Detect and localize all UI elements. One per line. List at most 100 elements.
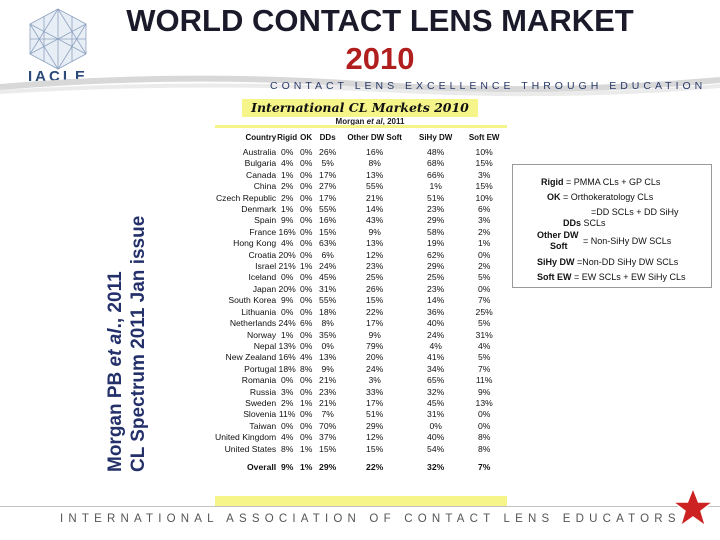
- legend-dds: DDs SCLs: [563, 218, 606, 228]
- cell-dds: 18%: [319, 306, 337, 317]
- cell-soft-ew: 4%: [477, 340, 491, 351]
- side-citation: Morgan PB et al., 2011 CL Spectrum 2011 …: [104, 102, 150, 472]
- legend-softew-term: Soft EW: [537, 272, 572, 282]
- cell-country: Spain: [254, 215, 277, 226]
- cell-ok: 0%: [299, 420, 313, 431]
- cell-soft-ew: 8%: [477, 443, 491, 454]
- cell-country: Iceland: [248, 272, 277, 283]
- legend-other-term2: Soft: [550, 241, 568, 251]
- side-citation-prefix: Morgan PB: [105, 366, 126, 472]
- cell-rigid: 11%: [278, 409, 296, 420]
- table-row: Canada 1% 0% 17% 13% 66% 3%: [215, 170, 505, 181]
- cell-country: Czech Republic: [215, 192, 277, 203]
- title-line1: WORLD CONTACT LENS MARKET: [126, 3, 634, 38]
- legend-sihy: SiHy DW =Non-DD SiHy DW SCLs: [537, 257, 678, 267]
- cell-other-dw-soft: 15%: [366, 443, 384, 454]
- table-row: Slovenia 11% 0% 7% 51% 31% 0%: [215, 409, 505, 420]
- cell-country: Russia: [249, 386, 277, 397]
- col-header-rigid: Rigid: [277, 133, 298, 142]
- cell-ok: 1%: [299, 443, 313, 454]
- cell-rigid: 0%: [280, 420, 294, 431]
- cell-soft-ew: 6%: [477, 204, 491, 215]
- cite-italic: et al: [366, 117, 383, 126]
- cell-soft-ew: 25%: [475, 306, 493, 317]
- cell-rigid: 2%: [280, 181, 294, 192]
- overall-other-dw-soft: 22%: [366, 461, 384, 472]
- cell-other-dw-soft: 20%: [366, 352, 384, 363]
- table-row: South Korea 9% 0% 55% 15% 14% 7%: [215, 295, 505, 306]
- table-row: Denmark 1% 0% 55% 14% 23% 6%: [215, 204, 505, 215]
- overall-dds: 29%: [319, 461, 337, 472]
- cell-ok: 1%: [299, 261, 313, 272]
- cell-dds: 8%: [321, 318, 334, 329]
- legend-dds-tail: SCLs: [581, 218, 606, 228]
- cell-rigid: 20%: [278, 283, 296, 294]
- cell-soft-ew: 2%: [477, 226, 491, 237]
- cell-other-dw-soft: 55%: [366, 181, 384, 192]
- cell-ok: 0%: [299, 238, 313, 249]
- cell-dds: 16%: [319, 215, 337, 226]
- cell-other-dw-soft: 21%: [366, 192, 384, 203]
- legend-box: Rigid = PMMA CLs + GP CLs OK = Orthokera…: [512, 164, 712, 288]
- cite-prefix: Morgan: [335, 117, 367, 126]
- cell-country: Portugal: [244, 363, 277, 374]
- cell-dds: 55%: [319, 295, 337, 306]
- cell-ok: 0%: [299, 340, 313, 351]
- cell-soft-ew: 0%: [477, 420, 491, 431]
- table-row: France 16% 0% 15% 9% 58% 2%: [215, 227, 505, 238]
- cell-ok: 0%: [299, 409, 313, 420]
- cell-rigid: 4%: [280, 158, 294, 169]
- cell-ok: 6%: [299, 318, 313, 329]
- cell-other-dw-soft: 12%: [366, 249, 384, 260]
- cell-ok: 0%: [299, 192, 313, 203]
- cell-other-dw-soft: 17%: [366, 318, 384, 329]
- cell-sihy-dw: 51%: [427, 192, 445, 203]
- cell-sihy-dw: 58%: [427, 226, 445, 237]
- cell-country: Netherlands: [229, 318, 277, 329]
- cell-rigid: 18%: [278, 363, 296, 374]
- table-row: New Zealand 16% 4% 13% 20% 41% 5%: [215, 352, 505, 363]
- cell-other-dw-soft: 14%: [366, 204, 384, 215]
- cell-dds: 13%: [319, 352, 337, 363]
- col-header-ok: OK: [300, 133, 313, 142]
- cell-country: Lithuania: [241, 306, 277, 317]
- side-citation-line1: Morgan PB et al., 2011: [104, 102, 127, 472]
- legend-dds-term: DDs: [563, 218, 582, 228]
- cell-soft-ew: 9%: [477, 386, 491, 397]
- cell-ok: 0%: [299, 226, 313, 237]
- legend-dds-def: =DD SCLs + DD SiHy: [591, 207, 679, 217]
- market-table-panel: Country Rigid OK DDs Other DW Soft SiHy …: [215, 125, 507, 507]
- cell-sihy-dw: 4%: [429, 340, 442, 351]
- cell-dds: 31%: [319, 283, 337, 294]
- cell-soft-ew: 7%: [477, 363, 491, 374]
- table-row: Nepal 13% 0% 0% 79% 4% 4%: [215, 341, 505, 352]
- cell-dds: 23%: [319, 386, 337, 397]
- cell-dds: 9%: [321, 363, 334, 374]
- cell-other-dw-soft: 12%: [366, 432, 384, 443]
- table-row: United Kingdom 4% 0% 37% 12% 40% 8%: [215, 432, 505, 443]
- cell-dds: 24%: [319, 261, 337, 272]
- cell-sihy-dw: 1%: [429, 181, 442, 192]
- cell-country: Croatia: [248, 249, 277, 260]
- cell-soft-ew: 8%: [477, 432, 491, 443]
- table-row: Norway 1% 0% 35% 9% 24% 31%: [215, 330, 505, 341]
- cell-sihy-dw: 62%: [427, 249, 445, 260]
- cell-soft-ew: 7%: [477, 295, 491, 306]
- cell-sihy-dw: 41%: [427, 352, 445, 363]
- legend-rigid-def: = PMMA CLs + GP CLs: [563, 177, 661, 187]
- col-header-soft-ew: Soft EW: [468, 133, 500, 142]
- cell-ok: 8%: [299, 363, 313, 374]
- cell-country: Hong Kong: [233, 238, 277, 249]
- cell-sihy-dw: 36%: [427, 306, 445, 317]
- cell-ok: 0%: [299, 158, 313, 169]
- legend-other-term1-text: Other DW: [537, 230, 579, 240]
- cell-other-dw-soft: 9%: [368, 329, 381, 340]
- cell-rigid: 9%: [280, 215, 294, 226]
- cell-soft-ew: 13%: [475, 397, 493, 408]
- cell-dds: 70%: [319, 420, 337, 431]
- cell-sihy-dw: 40%: [427, 432, 445, 443]
- table-row: Iceland 0% 0% 45% 25% 25% 5%: [215, 272, 505, 283]
- cell-ok: 0%: [299, 272, 313, 283]
- cell-rigid: 9%: [280, 295, 294, 306]
- cell-dds: 17%: [319, 192, 337, 203]
